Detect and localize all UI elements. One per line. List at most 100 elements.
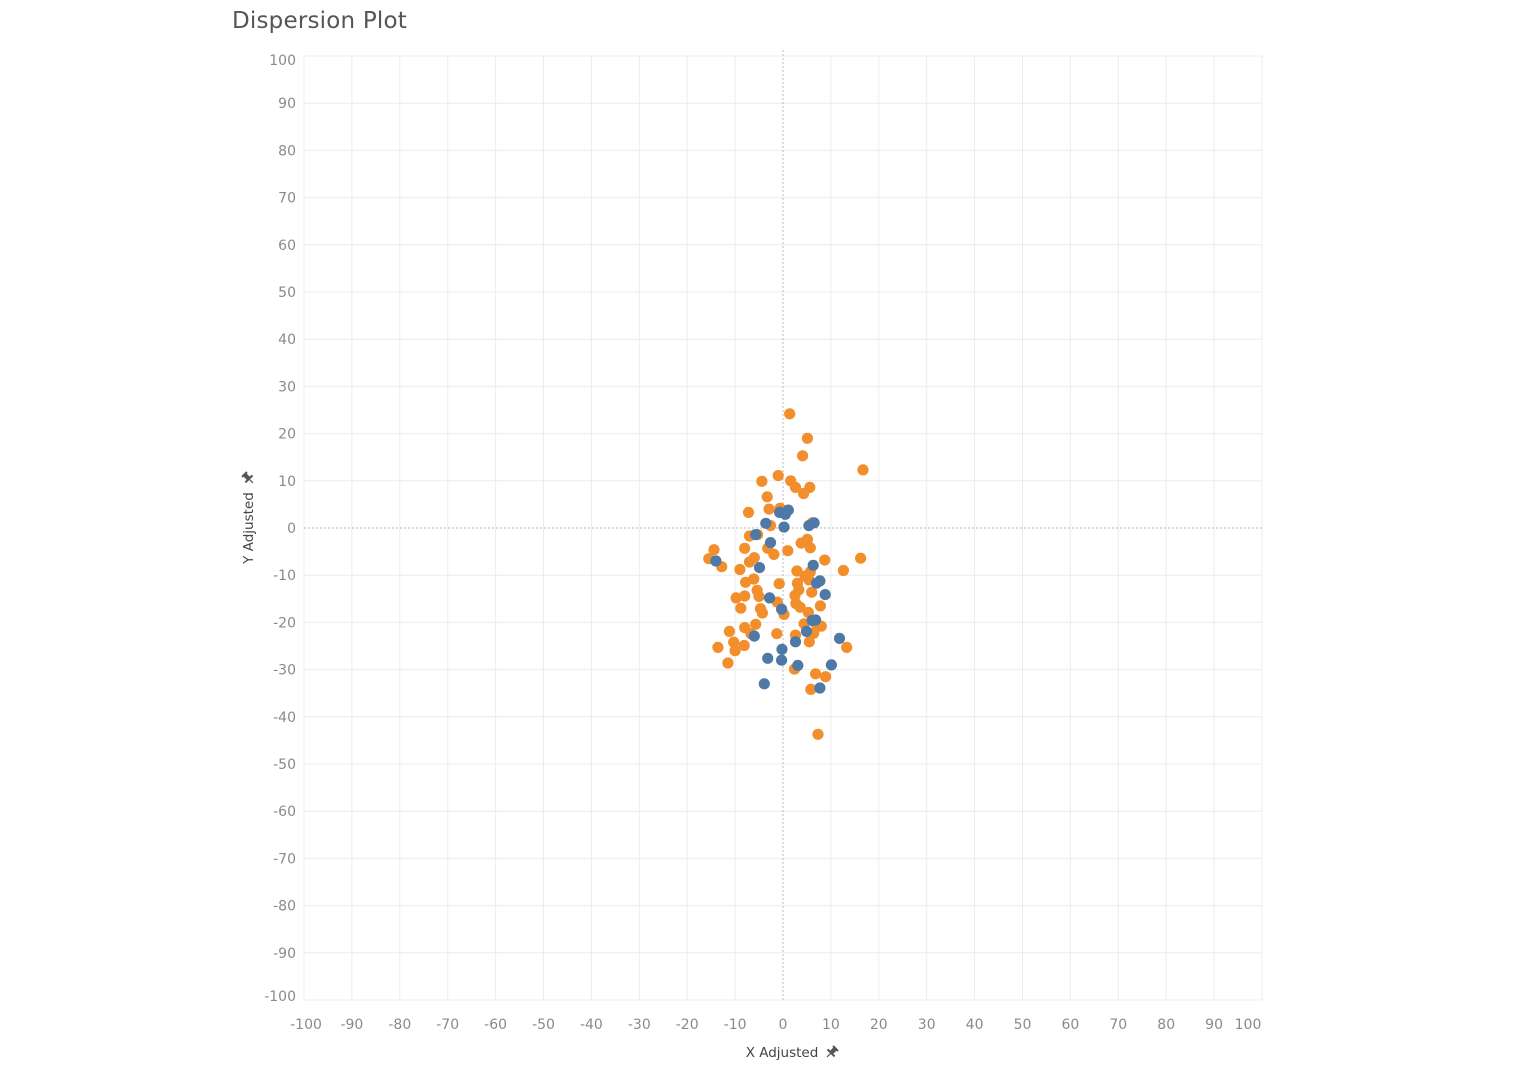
data-point-blue[interactable] <box>810 614 822 626</box>
data-point-orange[interactable] <box>743 556 756 568</box>
data-point-orange[interactable] <box>763 503 775 515</box>
data-point-blue[interactable] <box>776 603 788 615</box>
data-point-blue[interactable] <box>776 654 788 666</box>
y-tick-label: 70 <box>278 191 296 207</box>
x-tick-label: 100 <box>1235 1017 1262 1033</box>
x-tick-label: -40 <box>580 1017 603 1033</box>
data-point-orange[interactable] <box>753 590 765 603</box>
y-tick-label: 50 <box>278 285 296 301</box>
x-axis-title-group[interactable]: X Adjusted <box>746 1044 840 1061</box>
data-point-orange[interactable] <box>784 408 796 420</box>
data-point-orange[interactable] <box>708 544 720 556</box>
data-point-orange[interactable] <box>857 464 869 476</box>
data-point-orange[interactable] <box>761 491 773 503</box>
x-tick-label: -60 <box>484 1017 507 1033</box>
y-tick-label: -100 <box>264 989 296 1005</box>
data-point-blue[interactable] <box>825 659 838 671</box>
data-point-blue[interactable] <box>748 630 760 642</box>
data-point-blue[interactable] <box>807 559 819 571</box>
data-point-blue[interactable] <box>819 589 831 601</box>
data-point-blue[interactable] <box>789 636 802 648</box>
data-point-orange[interactable] <box>793 584 805 596</box>
data-point-orange[interactable] <box>810 668 822 680</box>
x-tick-label: -80 <box>388 1017 411 1033</box>
data-point-orange[interactable] <box>739 590 751 602</box>
y-tick-label: -20 <box>273 615 296 631</box>
data-point-orange[interactable] <box>791 565 803 577</box>
data-point-orange[interactable] <box>768 548 780 561</box>
data-point-orange[interactable] <box>723 625 736 638</box>
data-point-orange[interactable] <box>798 487 810 500</box>
data-point-blue[interactable] <box>764 537 777 549</box>
data-point-blue[interactable] <box>814 682 826 694</box>
data-point-blue[interactable] <box>753 562 766 574</box>
data-point-blue[interactable] <box>800 625 813 638</box>
data-point-orange[interactable] <box>750 618 762 630</box>
data-point-orange[interactable] <box>735 602 747 614</box>
y-tick-label: -50 <box>273 757 296 773</box>
x-tick-label: 80 <box>1157 1017 1175 1033</box>
data-point-orange[interactable] <box>803 636 815 648</box>
data-point-orange[interactable] <box>730 592 742 604</box>
data-points <box>703 408 869 740</box>
data-point-orange[interactable] <box>841 641 853 654</box>
data-point-orange[interactable] <box>729 645 741 657</box>
data-point-orange[interactable] <box>742 506 755 518</box>
y-tick-label: 40 <box>278 332 296 348</box>
data-point-blue[interactable] <box>776 643 788 655</box>
data-point-orange[interactable] <box>773 578 785 590</box>
x-tick-label: 60 <box>1061 1017 1079 1033</box>
data-point-orange[interactable] <box>814 600 827 612</box>
data-point-orange[interactable] <box>805 683 817 696</box>
data-point-blue[interactable] <box>710 555 722 567</box>
data-point-orange[interactable] <box>819 554 831 566</box>
x-tick-label: 90 <box>1205 1017 1223 1033</box>
data-point-orange[interactable] <box>804 542 816 554</box>
data-point-blue[interactable] <box>814 575 826 587</box>
data-point-blue[interactable] <box>750 529 762 541</box>
data-point-orange[interactable] <box>728 636 740 648</box>
data-point-blue[interactable] <box>758 678 770 690</box>
y-axis-title-group[interactable]: Y Adjusted <box>240 470 257 565</box>
data-point-orange[interactable] <box>739 542 751 554</box>
data-point-orange[interactable] <box>812 728 824 740</box>
data-point-orange[interactable] <box>772 470 784 482</box>
data-point-blue[interactable] <box>760 517 772 529</box>
y-axis-pin-icon[interactable] <box>240 470 256 486</box>
y-tick-label: -80 <box>273 899 296 915</box>
data-point-orange[interactable] <box>801 533 814 545</box>
x-axis-pin-icon[interactable] <box>824 1044 840 1060</box>
x-tick-label: -70 <box>436 1017 459 1033</box>
y-axis-title: Y Adjusted <box>241 492 257 565</box>
data-point-orange[interactable] <box>771 628 783 640</box>
data-point-orange[interactable] <box>794 601 806 613</box>
data-point-orange[interactable] <box>712 641 724 654</box>
data-point-blue[interactable] <box>764 592 776 604</box>
x-tick-label: 10 <box>822 1017 840 1033</box>
data-point-blue[interactable] <box>792 659 804 672</box>
data-point-orange[interactable] <box>789 481 802 493</box>
data-point-orange[interactable] <box>855 552 867 564</box>
data-point-orange[interactable] <box>756 607 769 619</box>
data-point-orange[interactable] <box>722 657 734 669</box>
data-point-orange[interactable] <box>801 432 814 444</box>
data-point-orange[interactable] <box>837 564 850 577</box>
y-tick-label: -40 <box>273 710 296 726</box>
data-point-blue[interactable] <box>782 504 794 516</box>
x-axis-title: X Adjusted <box>746 1045 819 1061</box>
data-point-blue[interactable] <box>833 632 846 645</box>
data-point-orange[interactable] <box>756 475 768 487</box>
y-tick-label: 10 <box>278 474 296 490</box>
data-point-blue[interactable] <box>778 521 790 533</box>
data-point-orange[interactable] <box>734 563 746 576</box>
y-tick-label: 0 <box>287 521 296 537</box>
data-point-orange[interactable] <box>782 545 794 557</box>
x-tick-label: 20 <box>870 1017 888 1033</box>
data-point-orange[interactable] <box>797 450 809 462</box>
data-point-orange[interactable] <box>748 573 760 585</box>
data-point-blue[interactable] <box>808 517 820 529</box>
data-point-orange[interactable] <box>806 586 818 598</box>
data-point-blue[interactable] <box>762 652 774 664</box>
data-point-orange[interactable] <box>738 639 750 652</box>
data-point-orange[interactable] <box>820 671 832 683</box>
